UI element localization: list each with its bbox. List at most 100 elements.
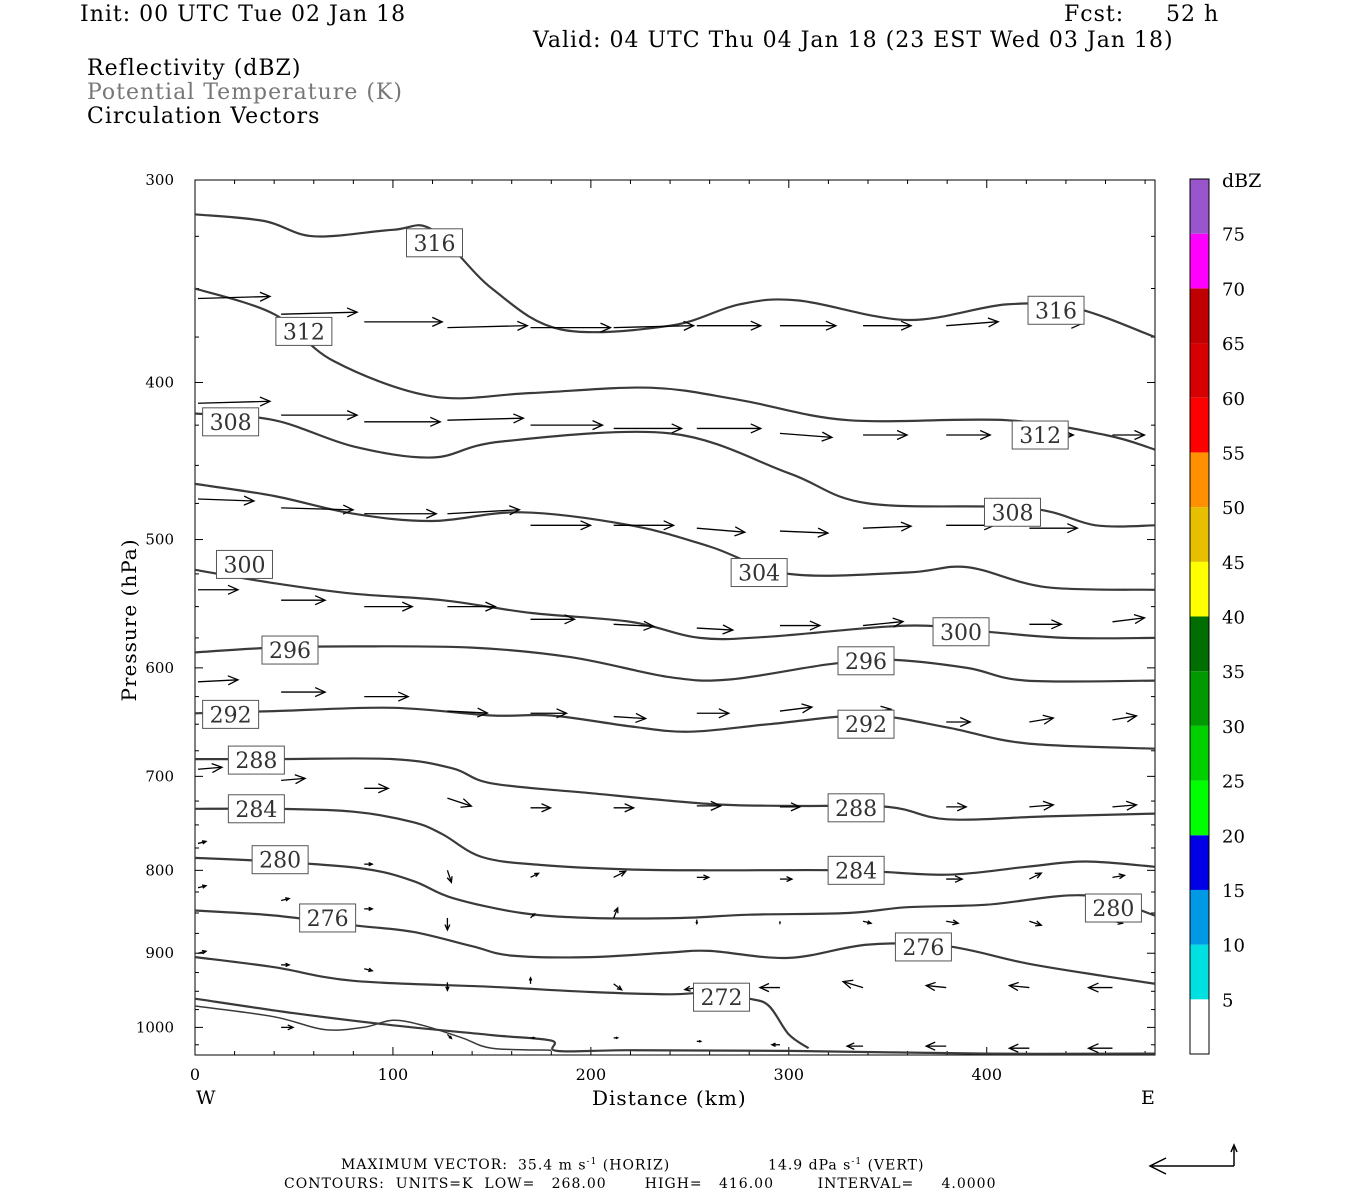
circulation-vector xyxy=(696,423,763,434)
colorbar-swatch xyxy=(1190,233,1209,289)
circulation-vector xyxy=(530,420,605,431)
colorbar-swatch xyxy=(1190,452,1209,508)
colorbar-swatch xyxy=(1190,343,1209,398)
circulation-vector xyxy=(364,416,442,427)
circulation-vector xyxy=(281,595,327,606)
circulation-vector xyxy=(779,431,834,442)
circulation-vector xyxy=(197,495,256,506)
max-vector-vertical: 14.9 dPa s-1 (VERT) xyxy=(768,1157,925,1174)
contour-label-292: 292 xyxy=(202,699,260,729)
contour-label-text: 276 xyxy=(307,907,349,932)
circulation-vector xyxy=(530,872,540,878)
contour-label-300: 300 xyxy=(932,617,990,647)
colorbar-label: 50 xyxy=(1222,498,1245,519)
contour-label-text: 292 xyxy=(210,703,252,728)
valid-time: Valid: 04 UTC Thu 04 Jan 18 (23 EST Wed … xyxy=(533,28,1174,53)
circulation-vector xyxy=(779,802,802,812)
circulation-vector xyxy=(1029,920,1043,927)
circulation-vector xyxy=(446,870,453,884)
circulation-vector xyxy=(696,624,735,635)
y-tick-label: 800 xyxy=(145,861,174,879)
circulation-vector xyxy=(281,686,327,698)
contour-label-text: 308 xyxy=(210,411,252,436)
circulation-vector xyxy=(447,601,497,612)
circulation-vector xyxy=(1112,800,1139,811)
circulation-vector xyxy=(1007,981,1030,992)
circulation-vector xyxy=(530,1036,537,1040)
circulation-vector xyxy=(197,949,208,955)
contour-label-300: 300 xyxy=(215,549,273,579)
east-label: E xyxy=(1141,1087,1155,1109)
y-tick-label: 900 xyxy=(145,944,174,962)
isentrope-300 xyxy=(195,568,1155,641)
circulation-vector xyxy=(530,803,553,813)
contour-label-text: 312 xyxy=(283,320,325,345)
circulation-vector xyxy=(1086,1043,1113,1054)
contour-label-text: 280 xyxy=(1092,897,1134,922)
isentrope-304 xyxy=(195,482,1155,591)
colorbar-swatch xyxy=(1190,889,1209,945)
x-tick-label: 300 xyxy=(774,1065,805,1084)
contour-label-text: 300 xyxy=(940,621,982,646)
circulation-vector xyxy=(613,870,628,878)
colorbar-swatch xyxy=(1190,725,1209,781)
colorbar-label: 10 xyxy=(1222,936,1245,957)
circulation-vector xyxy=(281,774,307,785)
circulation-vector xyxy=(364,967,374,973)
circulation-vector xyxy=(364,783,390,794)
circulation-vector xyxy=(197,675,240,686)
circulation-vector xyxy=(696,874,711,881)
field-reflectivity: Reflectivity (dBZ) xyxy=(87,56,302,81)
colorbar-label: 5 xyxy=(1222,990,1233,1011)
circulation-vector xyxy=(445,982,450,992)
contour-label-316: 316 xyxy=(406,228,464,258)
circulation-vector xyxy=(364,601,414,612)
contour-label-296: 296 xyxy=(261,635,319,665)
contour-label-280: 280 xyxy=(251,845,309,875)
circulation-vector xyxy=(863,429,909,441)
circulation-vector xyxy=(758,982,780,993)
circulation-vector xyxy=(779,876,794,883)
colorbar-swatch xyxy=(1190,835,1209,890)
colorbar-label: 35 xyxy=(1222,662,1245,683)
init-time: Init: 00 UTC Tue 02 Jan 18 xyxy=(80,2,407,27)
circulation-vector xyxy=(841,979,864,989)
circulation-vector xyxy=(1029,800,1055,811)
circulation-vector xyxy=(1007,1043,1030,1053)
circulation-vector xyxy=(1112,712,1139,723)
contour-label-text: 296 xyxy=(269,639,311,664)
circulation-vector xyxy=(696,320,763,331)
colorbar-label: 75 xyxy=(1222,225,1245,246)
isentrope-268 xyxy=(195,997,1155,1055)
contour-label-308: 308 xyxy=(202,407,260,437)
circulation-vector xyxy=(280,897,291,902)
circulation-vector xyxy=(1029,872,1043,880)
circulation-vector xyxy=(779,620,822,631)
circulation-vector xyxy=(447,797,473,808)
colorbar-swatch xyxy=(1190,671,1209,726)
west-label: W xyxy=(196,1087,216,1109)
reference-vector-icon xyxy=(1148,1143,1238,1175)
contour-label-312: 312 xyxy=(1011,420,1069,450)
contour-label-288: 288 xyxy=(227,745,285,775)
colorbar-swatch xyxy=(1190,616,1209,672)
contour-label-text: 272 xyxy=(701,986,743,1011)
colorbar-label: 65 xyxy=(1222,334,1245,355)
circulation-vector xyxy=(1029,714,1055,725)
contour-label-text: 316 xyxy=(414,232,456,257)
circulation-vector xyxy=(696,526,747,537)
contour-label-276: 276 xyxy=(894,932,952,962)
colorbar-swatch xyxy=(1190,780,1209,836)
x-tick-label: 0 xyxy=(190,1065,200,1084)
contour-label-text: 276 xyxy=(902,936,944,961)
circulation-vector xyxy=(613,906,619,919)
colorbar-swatch xyxy=(1190,561,1209,617)
circulation-vector xyxy=(613,983,623,991)
x-tick-label: 200 xyxy=(576,1065,607,1084)
circulation-vector xyxy=(447,707,489,718)
circulation-vector xyxy=(364,906,374,912)
circulation-vector xyxy=(281,307,359,318)
circulation-vector xyxy=(528,976,533,984)
circulation-vector xyxy=(946,802,968,812)
y-axis-title: Pressure (hPa) xyxy=(117,538,141,702)
